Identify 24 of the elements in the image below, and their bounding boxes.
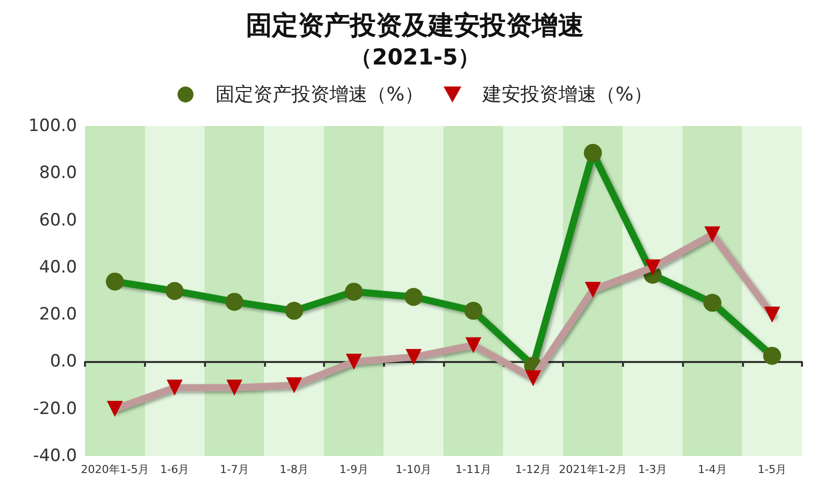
x-tick-label: 1-8月 [280,463,309,476]
y-tick-label: -20.0 [33,398,77,419]
x-tick-label: 1-11月 [455,463,492,476]
x-tick-label: 1-6月 [160,463,190,476]
x-tick-label: 1-7月 [220,463,249,476]
legend-label: 建安投资增速（%） [481,84,653,106]
chart-title: 固定资产投资及建安投资增速 [246,11,584,41]
y-tick-label: 20.0 [39,304,77,325]
chart-subtitle: （2021-5） [350,46,480,70]
y-tick-label: 0.0 [50,352,77,372]
y-tick-label: 60.0 [39,210,77,230]
x-tick-label: 1-4月 [698,463,727,476]
y-tick-label: 100.0 [28,116,77,136]
x-tick-label: 1-9月 [339,463,368,476]
x-tick-label: 2021年1-2月 [558,463,627,476]
y-tick-label: -40.0 [33,446,77,466]
x-tick-label: 1-12月 [515,463,552,476]
x-tick-label: 1-10月 [396,463,432,476]
legend-label: 固定资产投资增速（%） [216,84,424,106]
x-tick-label: 1-3月 [638,463,668,476]
x-tick-label: 1-5月 [758,463,787,476]
x-tick-label: 2020年1-5月 [80,463,149,476]
y-tick-label: 40.0 [39,257,77,278]
y-tick-label: 80.0 [39,163,77,184]
